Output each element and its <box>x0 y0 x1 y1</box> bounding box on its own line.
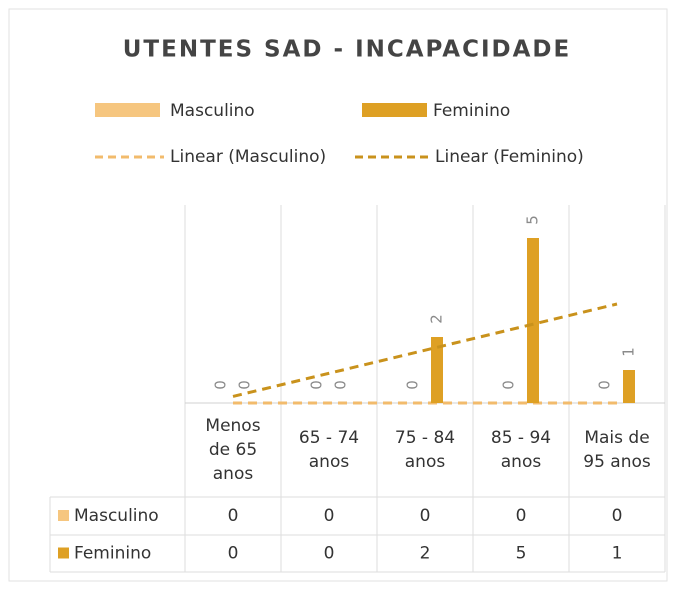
x-tick-label: 65 - 74 anos <box>281 403 377 497</box>
x-tick-label: Menos de 65 anos <box>185 403 281 497</box>
table-legend-key <box>58 510 69 521</box>
data-label: 0 <box>404 380 422 390</box>
legend-label: Feminino <box>433 101 510 121</box>
legend-label: Linear (Feminino) <box>435 147 584 167</box>
legend-swatch <box>362 103 427 117</box>
data-label: 0 <box>500 380 518 390</box>
legend-label: Masculino <box>170 101 255 121</box>
table-value: 0 <box>228 544 239 564</box>
table-series-name: Feminino <box>74 544 151 564</box>
table-value: 0 <box>612 506 623 526</box>
data-label: 0 <box>212 380 230 390</box>
table-value: 0 <box>324 506 335 526</box>
data-label: 5 <box>524 215 542 225</box>
category-text: 85 - 94 anos <box>490 428 552 472</box>
bar <box>527 238 539 403</box>
category-text: Menos de 65 anos <box>205 416 261 484</box>
table-value: 0 <box>516 506 527 526</box>
table-legend-key <box>58 547 69 559</box>
category-text: 75 - 84 anos <box>394 428 456 472</box>
x-tick-label: 75 - 84 anos <box>377 403 473 497</box>
legend-swatch <box>95 103 160 117</box>
category-text: 65 - 74 anos <box>298 428 360 472</box>
x-tick-label: 85 - 94 anos <box>473 403 569 497</box>
table-value: 0 <box>420 506 431 526</box>
bar <box>431 337 443 403</box>
table-value: 5 <box>516 544 527 564</box>
data-label: 0 <box>308 380 326 390</box>
legend-label: Linear (Masculino) <box>170 147 326 167</box>
data-label: 2 <box>428 314 446 324</box>
table-value: 1 <box>612 544 623 564</box>
data-label: 0 <box>236 380 254 390</box>
data-label: 0 <box>332 380 350 390</box>
table-value: 0 <box>228 506 239 526</box>
table-series-name: Masculino <box>74 506 159 526</box>
table-value: 2 <box>420 544 431 564</box>
category-text: Mais de 95 anos <box>583 428 651 472</box>
x-tick-label: Mais de 95 anos <box>569 403 665 497</box>
bar <box>623 370 635 403</box>
data-label: 1 <box>620 347 638 357</box>
data-label: 0 <box>596 380 614 390</box>
chart-title: UTENTES SAD - INCAPACIDADE <box>123 37 571 63</box>
trendline <box>232 302 618 398</box>
table-value: 0 <box>324 544 335 564</box>
